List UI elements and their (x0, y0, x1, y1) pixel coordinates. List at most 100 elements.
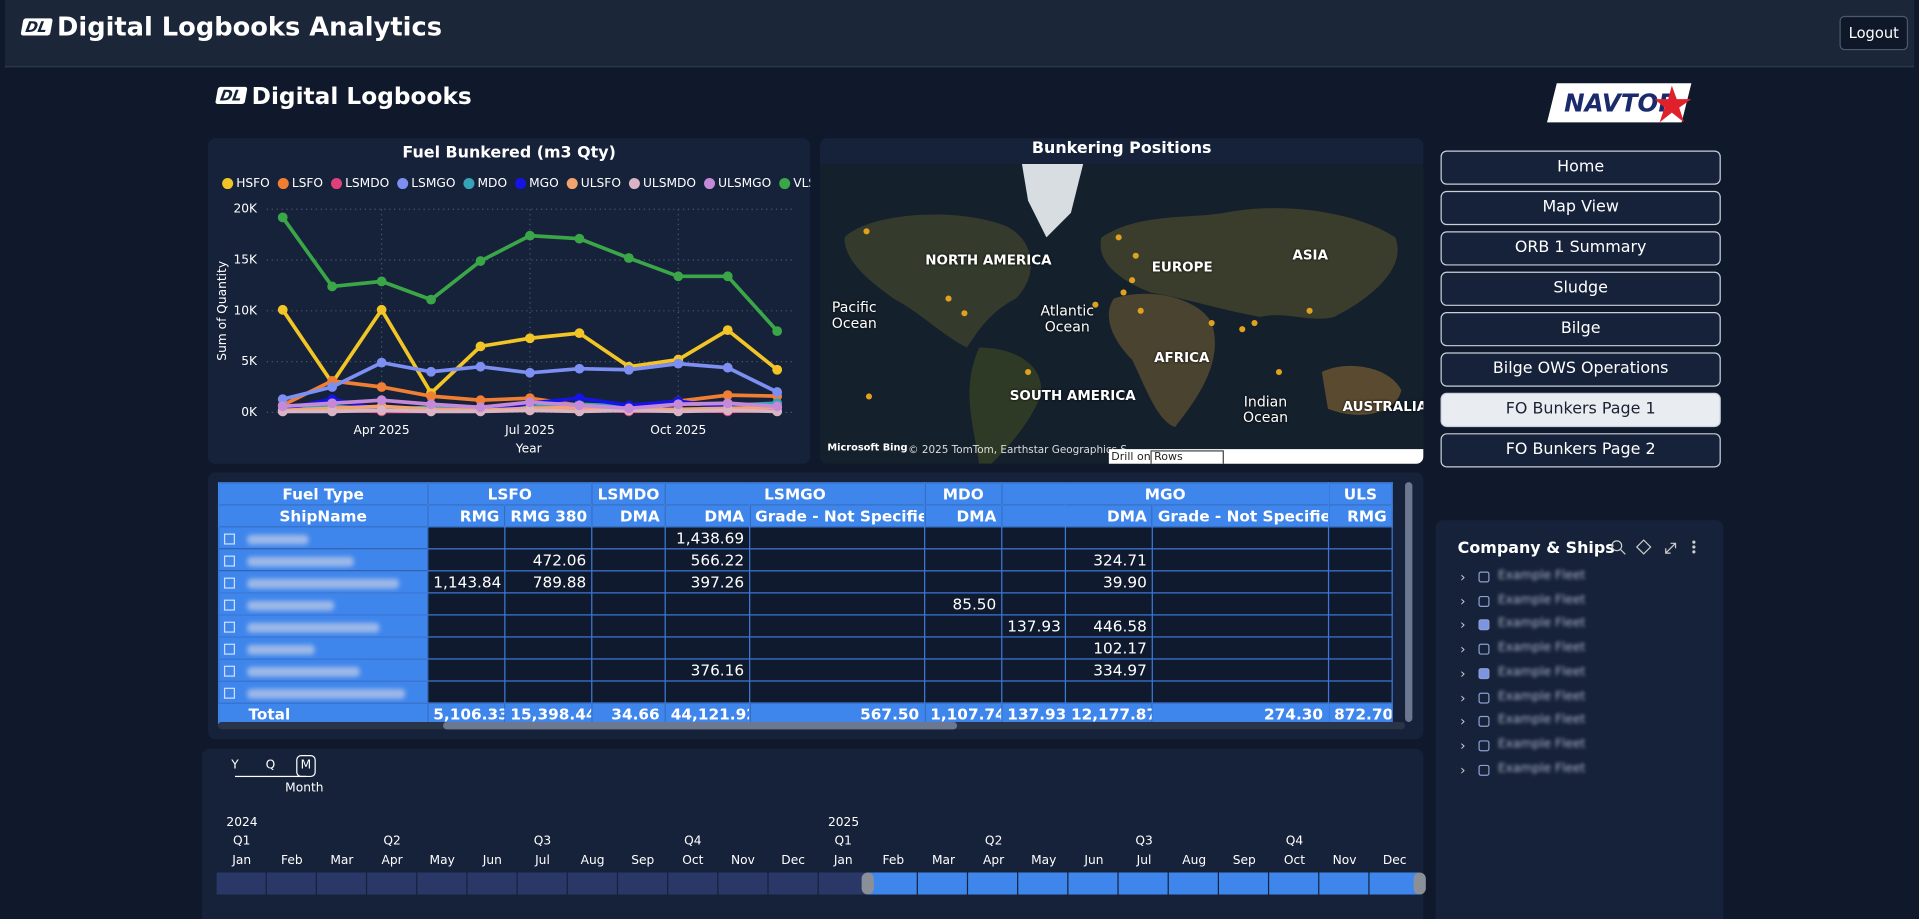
checkbox[interactable] (1478, 692, 1490, 704)
eraser-icon[interactable] (1635, 539, 1652, 555)
nav-button[interactable]: Home (1440, 150, 1721, 185)
land (1321, 365, 1402, 415)
drill-select[interactable]: Rows (1150, 450, 1224, 464)
cell (924, 636, 1003, 660)
month-cell[interactable] (768, 872, 817, 895)
column-header: Grade - Not Specified (1151, 504, 1330, 528)
total-cell: 137.93 (1001, 702, 1067, 725)
column-header: RMG (1327, 504, 1393, 528)
cell (504, 592, 593, 616)
nav-button[interactable]: FO Bunkers Page 1 (1440, 392, 1721, 428)
nav-button[interactable]: Bilge (1440, 312, 1721, 347)
data-point (525, 367, 535, 378)
month-label: Nov (731, 854, 755, 868)
cell: 324.71 (1064, 548, 1153, 572)
data-point (673, 358, 684, 369)
logout-button[interactable]: Logout (1839, 15, 1909, 51)
checkbox[interactable] (1478, 595, 1490, 607)
checkbox[interactable] (1478, 667, 1490, 679)
month-cell[interactable] (667, 872, 717, 895)
v-scrollbar[interactable] (1405, 482, 1413, 722)
cell (504, 636, 593, 660)
nav-button[interactable]: ORB 1 Summary (1440, 231, 1721, 266)
level-line[interactable] (234, 775, 306, 778)
data-point (772, 387, 783, 397)
checkbox[interactable] (1478, 716, 1490, 728)
cell (749, 658, 926, 682)
checkbox[interactable] (1478, 619, 1490, 631)
slicer-icons (1611, 539, 1696, 555)
cell (749, 548, 926, 572)
map-label: Atlantic Ocean (1040, 302, 1094, 336)
month-cell[interactable] (1169, 872, 1219, 895)
checkbox[interactable] (1478, 740, 1490, 752)
timeline-slicer: Y Q M Month 2024 Q1 Jan Feb Mar Q2 Apr May Jun Q3 Jul A… (201, 748, 1426, 919)
ship-name (217, 570, 429, 594)
month-cell[interactable] (216, 872, 266, 895)
month-cell[interactable] (316, 872, 366, 895)
month-cell[interactable] (1369, 872, 1419, 895)
month-cell[interactable] (517, 872, 567, 895)
checkbox[interactable] (1478, 571, 1490, 583)
legend-marker (704, 178, 716, 190)
nav-button[interactable]: FO Bunkers Page 2 (1440, 433, 1721, 468)
cell: 376.16 (664, 658, 751, 682)
column-header: DMA (1064, 504, 1153, 528)
more-icon[interactable] (1692, 540, 1696, 544)
month-cell[interactable] (1068, 872, 1118, 895)
data-point (673, 399, 684, 410)
cell (1151, 658, 1330, 682)
month-cell[interactable] (1269, 872, 1319, 895)
checkbox[interactable] (1478, 764, 1490, 776)
item-label: Example Fleet (1498, 761, 1586, 776)
cell (664, 592, 751, 616)
range-handle[interactable] (1413, 872, 1426, 895)
map[interactable] (820, 163, 1424, 464)
month-cell[interactable] (567, 872, 617, 895)
h-scrollbar[interactable] (217, 721, 1406, 730)
month-cell[interactable] (818, 872, 868, 895)
header-row: Fuel Type LSFO LSMDO LSMGO MDO MGO ULS (217, 482, 1393, 506)
cell (1001, 592, 1067, 616)
range-handle[interactable] (862, 872, 875, 895)
cell (427, 680, 506, 704)
month-cell[interactable] (266, 872, 316, 895)
month-cell[interactable] (968, 872, 1018, 895)
cell (924, 658, 1003, 682)
data-row: 137.93 446.58 (217, 614, 1393, 638)
search-icon[interactable] (1611, 540, 1623, 552)
cell (1001, 680, 1067, 704)
x-tick-label: Oct 2025 (650, 423, 706, 437)
more-icon (1692, 550, 1696, 554)
month-cell[interactable] (1319, 872, 1369, 895)
month-label: Sep (1232, 854, 1256, 868)
month-cell[interactable] (467, 872, 517, 895)
checkbox[interactable] (1478, 643, 1490, 655)
item-label: Example Fleet (1498, 641, 1586, 655)
legend-marker (222, 178, 234, 190)
column-header: DMA (924, 504, 1003, 528)
month-cell[interactable] (1118, 872, 1168, 895)
map-label: Indian Ocean (1242, 392, 1289, 426)
header-row: ShipName RMG RMG 380 DMA DMA Grade - Not Spec… (217, 504, 1393, 528)
expand-icon[interactable] (1665, 542, 1677, 554)
month-cell[interactable] (1018, 872, 1068, 895)
month-cell[interactable] (417, 872, 467, 895)
expand-icon (223, 555, 235, 567)
nav-button[interactable]: Map View (1440, 190, 1721, 226)
month-label: Mar (931, 854, 956, 868)
total-cell: 274.30 (1151, 702, 1330, 725)
cell: 472.06 (504, 548, 593, 572)
month-cell[interactable] (868, 872, 918, 895)
nav-button[interactable]: Bilge OWS Operations (1440, 352, 1721, 387)
month-cell[interactable] (717, 872, 767, 895)
scroll-thumb[interactable] (443, 721, 958, 730)
month-cell[interactable] (918, 872, 968, 895)
cell (1327, 570, 1393, 594)
month-cell[interactable] (367, 872, 416, 895)
nav-button[interactable]: Sludge (1440, 271, 1721, 306)
column-header: DMA (591, 504, 666, 528)
month-cell[interactable] (617, 872, 667, 895)
month-cell[interactable] (1219, 872, 1269, 895)
cell (749, 570, 926, 594)
